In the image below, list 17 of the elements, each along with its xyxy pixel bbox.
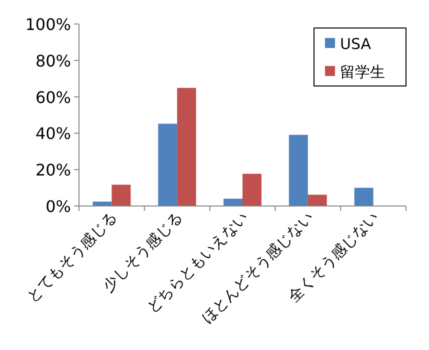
bar	[308, 194, 327, 206]
bar	[92, 202, 112, 206]
y-tick-label: 80%	[35, 51, 71, 70]
bar	[112, 184, 131, 206]
bar	[158, 124, 178, 206]
y-tick-label: 100%	[25, 15, 71, 34]
bar	[177, 88, 196, 206]
y-tick-label: 60%	[35, 88, 71, 107]
y-tick-label: 20%	[35, 160, 71, 180]
bar	[242, 174, 262, 206]
bar	[354, 188, 374, 206]
legend-label: USA	[340, 35, 372, 53]
y-tick-label: 0%	[46, 197, 71, 216]
bar	[288, 134, 308, 206]
legend-label: 留学生	[340, 63, 385, 81]
bar	[224, 198, 242, 206]
y-tick-label: 40%	[35, 124, 71, 144]
